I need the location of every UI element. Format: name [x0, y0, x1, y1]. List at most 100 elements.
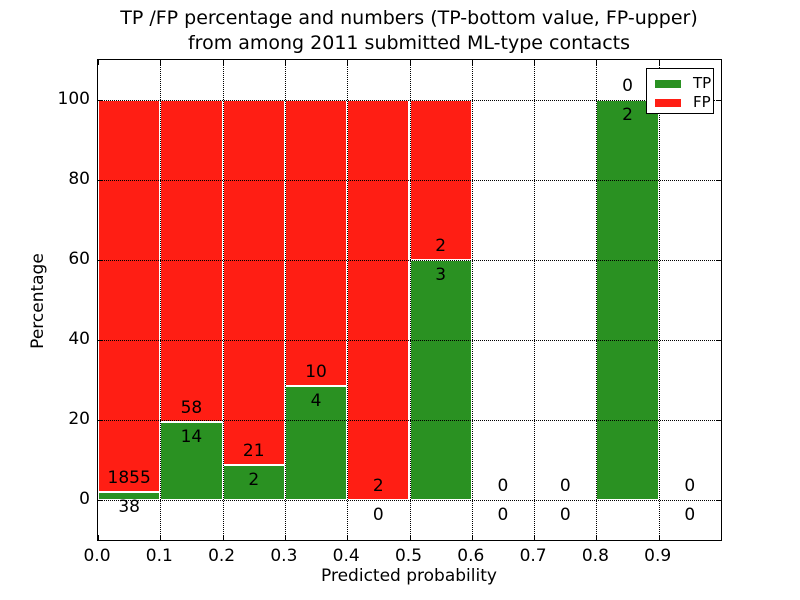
chart-title: TP /FP percentage and numbers (TP-bottom… — [97, 6, 721, 56]
tp-count-label: 0 — [497, 505, 509, 525]
x-axis-tick — [160, 535, 162, 540]
x-tick-label: 0.4 — [332, 546, 360, 566]
fp-count-label: 0 — [684, 476, 696, 496]
fp-count-label: 0 — [559, 476, 571, 496]
tp-count-label: 4 — [310, 390, 322, 411]
chart-title-line1: TP /FP percentage and numbers (TP-bottom… — [120, 7, 698, 29]
x-axis-tick — [222, 535, 224, 540]
x-axis-tick-top — [658, 60, 660, 65]
fp-count-label: 21 — [242, 441, 265, 462]
tp-count-label: 0 — [372, 505, 384, 525]
y-axis-tick-right — [716, 100, 721, 101]
tp-bar-segment — [222, 465, 285, 500]
tp-bar-segment — [284, 385, 348, 500]
fp-count-label: 2 — [372, 476, 384, 496]
x-axis-tick-top — [284, 60, 286, 65]
tp-count-label: 0 — [684, 505, 696, 525]
tp-legend-swatch — [655, 79, 681, 88]
x-tick-label: 0.2 — [208, 546, 236, 566]
v-gridline — [471, 60, 473, 540]
y-axis-tick-right — [716, 340, 721, 341]
x-axis-tick-top — [160, 60, 162, 65]
x-axis-label: Predicted probability — [321, 566, 497, 586]
x-tick-label: 0.8 — [581, 546, 609, 566]
x-axis-tick — [471, 535, 473, 540]
tp-count-label: 3 — [435, 265, 447, 285]
x-axis-tick — [409, 535, 411, 540]
y-axis-tick-right — [716, 420, 721, 421]
y-axis-tick — [98, 260, 103, 261]
x-tick-label: 0.0 — [83, 546, 111, 566]
y-tick-label: 40 — [68, 329, 90, 349]
x-axis-tick-top — [471, 60, 473, 65]
y-axis-tick — [98, 340, 103, 341]
tp-count-label: 0 — [559, 505, 571, 525]
v-gridline — [409, 60, 411, 540]
x-tick-label: 0.7 — [519, 546, 547, 566]
y-tick-label: 80 — [68, 169, 90, 189]
y-axis-tick — [98, 420, 103, 421]
x-tick-label: 0.3 — [270, 546, 298, 566]
x-axis-tick — [534, 535, 536, 540]
tp-count-label: 14 — [180, 427, 203, 448]
tp-bar-segment — [409, 260, 472, 500]
tp-bar-segment — [98, 491, 161, 500]
v-gridline — [222, 60, 224, 540]
tp-count-label: 2 — [622, 105, 633, 125]
fp-count-label: 0 — [622, 76, 633, 96]
y-tick-label: 20 — [68, 409, 90, 429]
v-gridline — [658, 60, 660, 540]
x-axis-tick-top — [222, 60, 224, 65]
x-axis-tick — [347, 535, 349, 540]
fp-bar-segment — [160, 100, 223, 423]
v-gridline — [284, 60, 286, 540]
plot-area: 1855 38 58 14 21 2 10 4 2 0 2 3 0 0 0 0 0 2 0 0 TP FP — [97, 59, 722, 541]
fp-bar-segment — [347, 100, 410, 500]
x-tick-label: 0.5 — [394, 546, 423, 566]
x-axis-tick-top — [409, 60, 411, 65]
y-axis-tick-right — [716, 500, 721, 501]
v-gridline — [596, 60, 598, 540]
y-tick-label: 0 — [79, 489, 90, 509]
x-tick-label: 0.9 — [644, 546, 672, 566]
y-axis-tick-right — [716, 180, 721, 181]
legend-row: FP — [655, 93, 713, 112]
tp-bar-segment — [596, 100, 659, 500]
y-tick-label: 60 — [68, 249, 90, 269]
y-tick-label: 100 — [57, 89, 90, 109]
y-axis-tick — [98, 500, 103, 501]
x-axis-tick — [98, 535, 99, 540]
chart-title-line2: from among 2011 submitted ML-type contac… — [187, 32, 631, 54]
v-gridline — [347, 60, 349, 540]
fp-count-label: 10 — [305, 361, 327, 382]
x-axis-tick-top — [98, 60, 99, 65]
x-tick-label: 0.6 — [457, 546, 485, 566]
legend-row: TP — [655, 74, 713, 93]
y-axis-tick — [98, 100, 103, 101]
x-axis-tick-top — [347, 60, 349, 65]
x-axis-tick — [658, 535, 660, 540]
legend-label: TP — [693, 74, 712, 92]
fp-count-label: 2 — [435, 236, 447, 256]
fp-bar-segment — [222, 100, 285, 466]
legend-label: FP — [693, 93, 711, 111]
x-tick-label: 0.1 — [145, 546, 173, 566]
x-axis-tick-top — [534, 60, 536, 65]
fp-bar-segment — [98, 100, 161, 492]
fp-bar-segment — [284, 100, 348, 386]
fp-count-label: 58 — [180, 398, 203, 419]
v-gridline — [160, 60, 162, 540]
x-axis-tick-top — [596, 60, 598, 65]
tp-count-label: 38 — [118, 496, 140, 517]
legend: TP FP — [646, 68, 714, 114]
fp-legend-swatch — [655, 98, 681, 107]
y-axis-tick-right — [716, 260, 721, 261]
y-axis-tick — [98, 180, 103, 181]
fp-count-label: 1855 — [107, 467, 151, 488]
fp-count-label: 0 — [497, 476, 509, 496]
x-axis-tick — [596, 535, 598, 540]
y-axis-label: Percentage — [28, 253, 48, 349]
tp-count-label: 2 — [248, 470, 260, 491]
v-gridline — [534, 60, 536, 540]
